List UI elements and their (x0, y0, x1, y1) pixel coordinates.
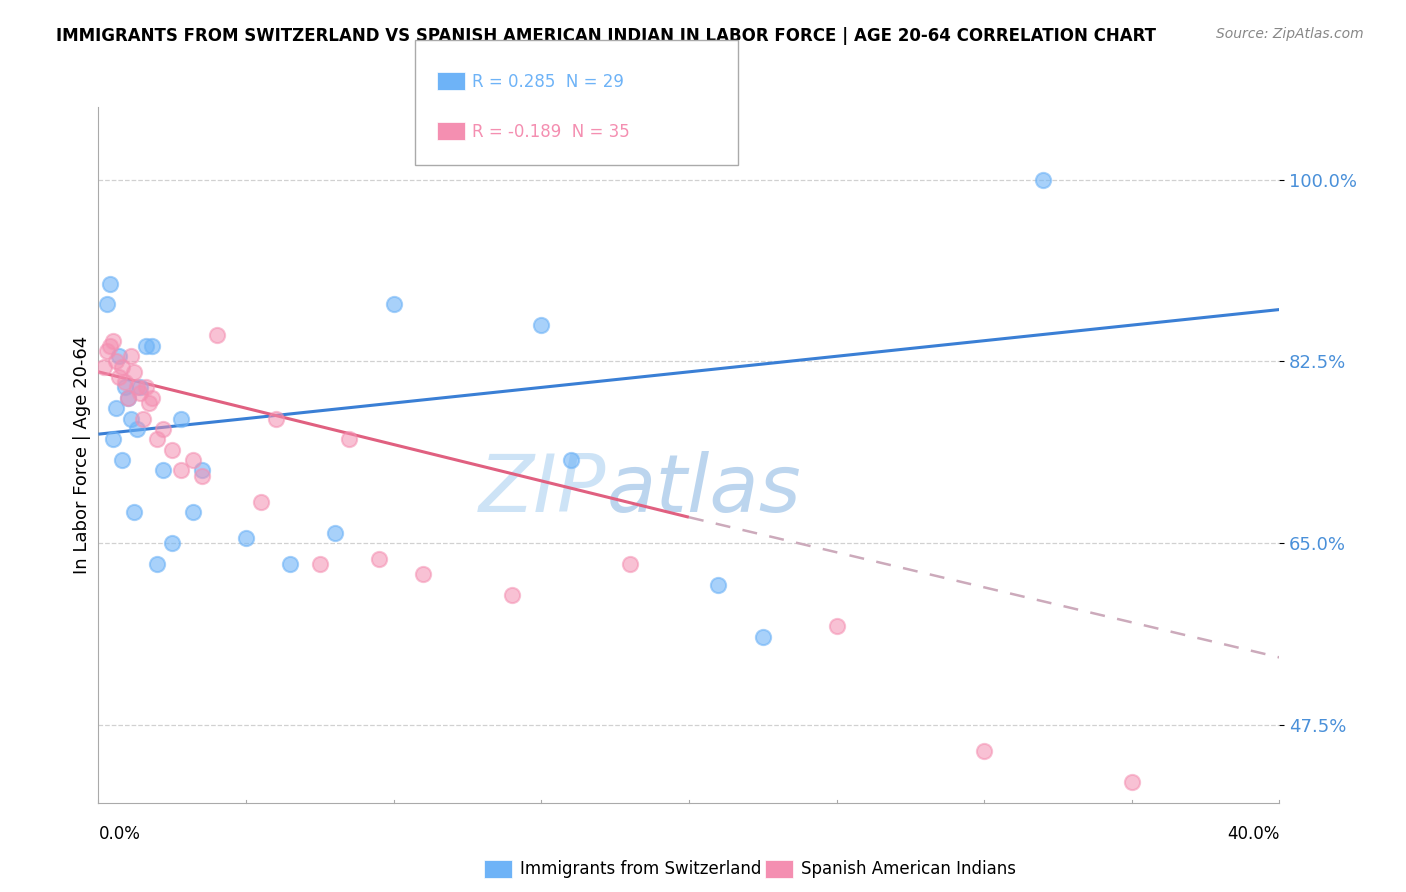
Point (337, 433, 360, 447)
Point (103, 433, 125, 447)
Point (111, 453, 134, 467)
Point (105, 401, 128, 416)
Point (191, 468, 214, 483)
Point (162, 442, 183, 457)
Text: Source: ZipAtlas.com: Source: ZipAtlas.com (1216, 27, 1364, 41)
Point (103, 334, 125, 348)
Point (1121, 775, 1143, 789)
Point (120, 349, 142, 363)
Point (114, 376, 136, 390)
Text: 40.0%: 40.0% (1227, 825, 1279, 843)
Text: R = 0.285  N = 29: R = 0.285 N = 29 (472, 73, 624, 91)
Point (96, 344, 118, 359)
Point (368, 551, 391, 566)
Point (146, 433, 169, 447)
Point (122, 505, 145, 519)
Point (117, 391, 139, 405)
Point (111, 359, 134, 374)
Point (501, 588, 523, 602)
Point (138, 396, 160, 410)
Point (96, 297, 118, 311)
Point (170, 463, 193, 477)
Point (181, 505, 204, 519)
Text: atlas: atlas (606, 450, 801, 529)
Point (181, 453, 204, 467)
Point (141, 339, 163, 353)
Point (128, 380, 150, 394)
Point (117, 391, 139, 405)
Point (264, 411, 287, 425)
Point (122, 365, 145, 379)
Text: Spanish American Indians: Spanish American Indians (801, 860, 1017, 878)
Point (128, 385, 150, 400)
Point (152, 463, 174, 477)
Point (108, 370, 131, 384)
Point (98, 277, 121, 291)
Point (146, 557, 169, 571)
Point (619, 557, 641, 571)
Point (162, 536, 183, 550)
Point (412, 567, 434, 582)
Point (125, 380, 148, 394)
Point (382, 297, 405, 311)
Point (560, 453, 582, 467)
Point (108, 349, 131, 363)
Point (323, 525, 346, 540)
Y-axis label: In Labor Force | Age 20-64: In Labor Force | Age 20-64 (73, 335, 91, 574)
Point (170, 411, 193, 425)
Point (141, 391, 163, 405)
Point (235, 531, 257, 545)
Point (205, 328, 228, 343)
Point (1032, 172, 1054, 186)
Point (105, 354, 128, 368)
Point (825, 619, 848, 633)
Point (135, 339, 157, 353)
Point (93, 359, 115, 374)
Point (530, 318, 553, 332)
Point (135, 380, 157, 394)
Point (132, 411, 155, 425)
Text: IMMIGRANTS FROM SWITZERLAND VS SPANISH AMERICAN INDIAN IN LABOR FORCE | AGE 20-6: IMMIGRANTS FROM SWITZERLAND VS SPANISH A… (56, 27, 1156, 45)
Point (250, 494, 273, 508)
Text: Immigrants from Switzerland: Immigrants from Switzerland (520, 860, 762, 878)
Point (98, 339, 121, 353)
Point (309, 557, 332, 571)
Point (120, 411, 142, 425)
Text: 0.0%: 0.0% (98, 825, 141, 843)
Point (973, 744, 995, 758)
Point (114, 380, 136, 394)
Point (278, 557, 302, 571)
Point (707, 578, 730, 592)
Point (191, 463, 214, 477)
Text: ZIP: ZIP (479, 450, 606, 529)
Point (152, 422, 174, 436)
Text: R = -0.189  N = 35: R = -0.189 N = 35 (472, 122, 630, 141)
Point (125, 422, 148, 436)
Point (751, 630, 773, 644)
